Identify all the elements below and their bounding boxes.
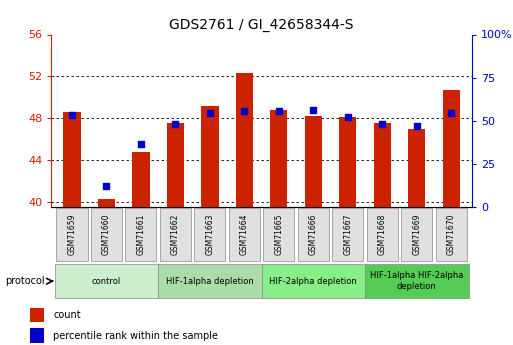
Text: protocol: protocol — [5, 276, 45, 286]
Text: GSM71667: GSM71667 — [343, 214, 352, 255]
Bar — [98, 199, 115, 207]
FancyBboxPatch shape — [56, 208, 88, 261]
Text: GSM71665: GSM71665 — [274, 214, 283, 255]
Text: GSM71666: GSM71666 — [309, 214, 318, 255]
Point — [206, 110, 214, 116]
FancyBboxPatch shape — [436, 208, 467, 261]
FancyBboxPatch shape — [158, 264, 262, 298]
Text: GSM71659: GSM71659 — [68, 214, 76, 255]
Text: count: count — [53, 310, 81, 320]
Text: HIF-1alpha HIF-2alpha
depletion: HIF-1alpha HIF-2alpha depletion — [370, 272, 463, 291]
FancyBboxPatch shape — [194, 208, 225, 261]
Text: control: control — [92, 277, 121, 286]
Text: GSM71670: GSM71670 — [447, 214, 456, 255]
Point — [447, 110, 456, 116]
Text: GSM71663: GSM71663 — [205, 214, 214, 255]
FancyBboxPatch shape — [365, 264, 468, 298]
Title: GDS2761 / GI_42658344-S: GDS2761 / GI_42658344-S — [169, 18, 354, 32]
Text: HIF-1alpha depletion: HIF-1alpha depletion — [166, 277, 254, 286]
Point — [103, 183, 111, 189]
Bar — [236, 73, 253, 207]
Bar — [30, 308, 44, 322]
FancyBboxPatch shape — [160, 208, 191, 261]
FancyBboxPatch shape — [332, 208, 363, 261]
Text: GSM71669: GSM71669 — [412, 214, 421, 255]
FancyBboxPatch shape — [229, 208, 260, 261]
Bar — [30, 328, 44, 343]
Text: GSM71662: GSM71662 — [171, 214, 180, 255]
Point — [378, 122, 386, 127]
Point — [171, 122, 180, 127]
FancyBboxPatch shape — [126, 208, 156, 261]
Bar — [373, 124, 391, 207]
Point — [309, 107, 318, 112]
Bar — [270, 110, 287, 207]
Text: GSM71668: GSM71668 — [378, 214, 387, 255]
FancyBboxPatch shape — [367, 208, 398, 261]
Text: GSM71660: GSM71660 — [102, 214, 111, 255]
Point — [412, 124, 421, 129]
Text: GSM71661: GSM71661 — [136, 214, 146, 255]
FancyBboxPatch shape — [263, 208, 294, 261]
Bar — [64, 112, 81, 207]
Bar — [132, 151, 150, 207]
Point — [68, 112, 76, 118]
Point — [137, 141, 145, 147]
FancyBboxPatch shape — [91, 208, 122, 261]
Bar — [339, 117, 357, 207]
Bar — [201, 106, 219, 207]
Bar — [408, 129, 425, 207]
FancyBboxPatch shape — [401, 208, 432, 261]
Bar — [305, 116, 322, 207]
Point — [240, 108, 248, 114]
Bar — [443, 90, 460, 207]
FancyBboxPatch shape — [55, 264, 158, 298]
Point — [275, 108, 283, 114]
Text: GSM71664: GSM71664 — [240, 214, 249, 255]
FancyBboxPatch shape — [262, 264, 365, 298]
Text: HIF-2alpha depletion: HIF-2alpha depletion — [269, 277, 357, 286]
Point — [344, 114, 352, 120]
Text: percentile rank within the sample: percentile rank within the sample — [53, 331, 219, 341]
FancyBboxPatch shape — [298, 208, 329, 261]
Bar — [167, 124, 184, 207]
